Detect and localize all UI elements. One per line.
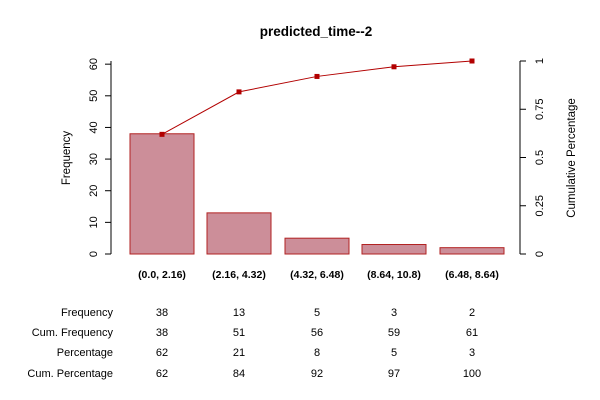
y2-tick-label: 0.5: [534, 150, 546, 165]
table-cell: 38: [156, 327, 168, 339]
table-cell: 5: [314, 307, 320, 319]
y-tick-label: 60: [88, 58, 100, 70]
table-cell: 56: [311, 327, 323, 339]
category-label: (6.48, 8.64): [445, 269, 499, 281]
y-tick-label: 10: [88, 216, 100, 228]
table-cell: 62: [156, 347, 168, 359]
table-cell: 59: [388, 327, 400, 339]
cumulative-line: [161, 60, 473, 135]
bar: [361, 244, 427, 255]
table-cell: 3: [469, 347, 475, 359]
table-cell: 3: [391, 307, 397, 319]
cumulative-point: [314, 73, 320, 79]
table-row-label: Cum. Frequency: [32, 327, 114, 339]
cumulative-point: [469, 58, 475, 64]
category-label: (8.64, 10.8): [367, 269, 421, 281]
table-cell: 51: [233, 327, 245, 339]
category-label: (4.32, 6.48): [290, 269, 344, 281]
y-tick-label: 0: [88, 251, 100, 257]
table-cell: 8: [314, 347, 320, 359]
table-cell: 21: [233, 347, 245, 359]
y2-tick-label: 1: [534, 58, 546, 64]
table-cell: 38: [156, 307, 168, 319]
y-tick-label: 50: [88, 90, 100, 102]
cumulative-point: [159, 131, 165, 137]
table-cell: 62: [156, 368, 168, 380]
table-row-label: Percentage: [57, 347, 113, 359]
table-cell: 13: [233, 307, 245, 319]
cumulative-point: [391, 64, 397, 70]
bar: [206, 212, 272, 255]
cumulative-point: [236, 89, 242, 95]
table-cell: 97: [388, 368, 400, 380]
table-cell: 5: [391, 347, 397, 359]
chart-title: predicted_time--2: [260, 24, 373, 39]
category-label: (2.16, 4.32): [212, 269, 266, 281]
bar: [439, 247, 505, 255]
table-cell: 100: [463, 368, 481, 380]
y-tick-label: 30: [88, 153, 100, 165]
y-tick-label: 20: [88, 185, 100, 197]
table-cell: 61: [466, 327, 478, 339]
bar: [284, 237, 350, 255]
table-cell: 92: [311, 368, 323, 380]
y2-tick-label: 0.75: [534, 99, 546, 120]
table-row-label: Cum. Percentage: [27, 368, 113, 380]
table-cell: 2: [469, 307, 475, 319]
table-row-label: Frequency: [61, 307, 113, 319]
bar: [129, 133, 195, 255]
category-label: (0.0, 2.16): [138, 269, 186, 281]
y-axis-label: Frequency: [61, 131, 73, 186]
table-cell: 84: [233, 368, 245, 380]
y2-tick-label: 0: [534, 251, 546, 257]
y2-tick-label: 0.25: [534, 195, 546, 216]
y2-axis-label: Cumulative Percentage: [566, 98, 578, 218]
y-tick-label: 40: [88, 121, 100, 133]
